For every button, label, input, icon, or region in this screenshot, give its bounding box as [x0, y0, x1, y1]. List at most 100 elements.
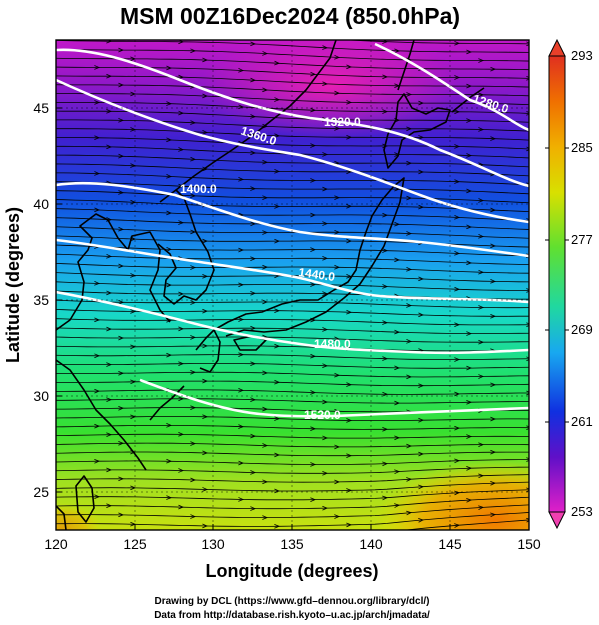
streamline-arrow — [466, 365, 473, 371]
colorbar-tick-label: 269 — [571, 322, 593, 337]
streamline-arrow — [178, 110, 185, 116]
streamline — [56, 371, 529, 378]
streamline-arrow — [454, 425, 461, 431]
streamline — [56, 253, 529, 265]
streamline-arrow — [130, 199, 137, 205]
streamline-arrow — [190, 156, 197, 162]
streamline-arrow — [250, 325, 257, 331]
streamline-arrow — [418, 169, 425, 175]
streamline-arrow — [106, 503, 113, 509]
streamline-arrow — [202, 450, 209, 456]
contour-label-1480: 1480.0 — [314, 337, 351, 351]
streamline — [56, 309, 529, 317]
streamline-arrow — [250, 77, 257, 83]
streamline-arrow — [310, 247, 317, 252]
streamline-arrow — [466, 466, 473, 471]
streamline-arrow — [490, 136, 497, 141]
streamline-arrow — [178, 468, 185, 473]
streamline-arrow — [238, 68, 245, 73]
streamline-arrow — [310, 107, 317, 113]
streamline-arrow — [202, 93, 209, 99]
streamline-arrow — [130, 91, 137, 97]
streamline-arrow — [478, 473, 485, 479]
streamline — [56, 425, 529, 430]
streamline-arrow — [130, 485, 137, 491]
tick-marks — [55, 107, 530, 530]
streamline-arrow — [106, 73, 113, 79]
streamline-arrow — [394, 469, 401, 475]
streamline-arrow — [262, 370, 269, 376]
streamline-arrow — [466, 224, 473, 230]
streamline-arrow — [190, 48, 197, 54]
streamline — [56, 354, 529, 360]
streamline-arrow — [250, 470, 257, 475]
streamline-arrow — [262, 479, 269, 485]
streamline — [56, 451, 529, 457]
streamline-arrow — [334, 444, 341, 450]
streamline-arrow — [274, 308, 281, 314]
streamline — [56, 398, 529, 404]
contour-1400 — [56, 181, 529, 258]
streamline — [56, 66, 529, 79]
y-tick-label: 35 — [33, 292, 49, 308]
contour-label-1400: 1400.0 — [180, 182, 217, 196]
streamline-arrow — [238, 533, 243, 537]
streamline-arrow — [190, 441, 197, 446]
streamline-arrow — [202, 130, 209, 135]
streamline-arrow — [454, 40, 461, 46]
streamline — [342, 40, 529, 45]
streamline-arrow — [310, 71, 317, 77]
streamline-arrow — [310, 40, 311, 41]
streamline-arrow — [418, 484, 425, 490]
streamline — [56, 496, 529, 510]
colorbar-tick-label: 293 — [571, 48, 593, 63]
streamline-arrow — [346, 418, 353, 423]
streamline-arrow — [394, 503, 401, 508]
streamline-arrow — [406, 126, 413, 132]
streamline-arrow — [334, 229, 341, 235]
streamline-arrow — [478, 58, 485, 63]
streamline-arrow — [94, 353, 101, 359]
streamline — [56, 172, 529, 186]
streamline-arrow — [94, 100, 101, 105]
streamline — [56, 345, 529, 352]
streamline-arrow — [274, 97, 281, 102]
streamline-arrow — [190, 193, 197, 199]
streamline-arrow — [346, 169, 353, 175]
streamline-arrow — [454, 75, 461, 80]
y-tick-label: 45 — [33, 100, 49, 116]
streamline — [56, 181, 529, 195]
streamline-arrow — [322, 435, 329, 441]
streamline-arrow — [118, 441, 125, 446]
streamline-arrow — [262, 264, 269, 270]
streamline-arrow — [310, 532, 315, 536]
streamline-arrow — [406, 231, 413, 236]
streamline-arrow — [418, 100, 425, 106]
coastline-korea — [157, 189, 215, 305]
streamline — [56, 363, 529, 369]
x-tick-label: 125 — [123, 536, 147, 552]
streamline — [56, 57, 529, 71]
streamline-arrow — [322, 186, 329, 192]
streamline-arrow — [310, 426, 317, 431]
contour-1280 — [374, 42, 529, 132]
streamline-arrow — [106, 40, 113, 44]
streamline-arrow — [178, 396, 185, 402]
streamline-arrow — [526, 146, 529, 152]
streamline-arrow — [274, 488, 281, 494]
contour-1440 — [56, 238, 529, 304]
streamline-arrow — [106, 467, 113, 473]
streamline-arrow — [334, 479, 341, 485]
streamline-arrow — [466, 83, 473, 89]
streamline — [56, 84, 529, 97]
streamline-arrow — [190, 120, 197, 125]
streamline-arrow — [406, 303, 413, 308]
streamline-arrow — [334, 195, 341, 200]
streamline-arrow — [382, 74, 389, 80]
streamline-arrow — [382, 391, 389, 397]
streamline-arrow — [94, 423, 101, 429]
streamline-arrow — [106, 397, 113, 403]
streamline-arrow — [382, 248, 389, 253]
streamline-arrow — [238, 460, 245, 466]
